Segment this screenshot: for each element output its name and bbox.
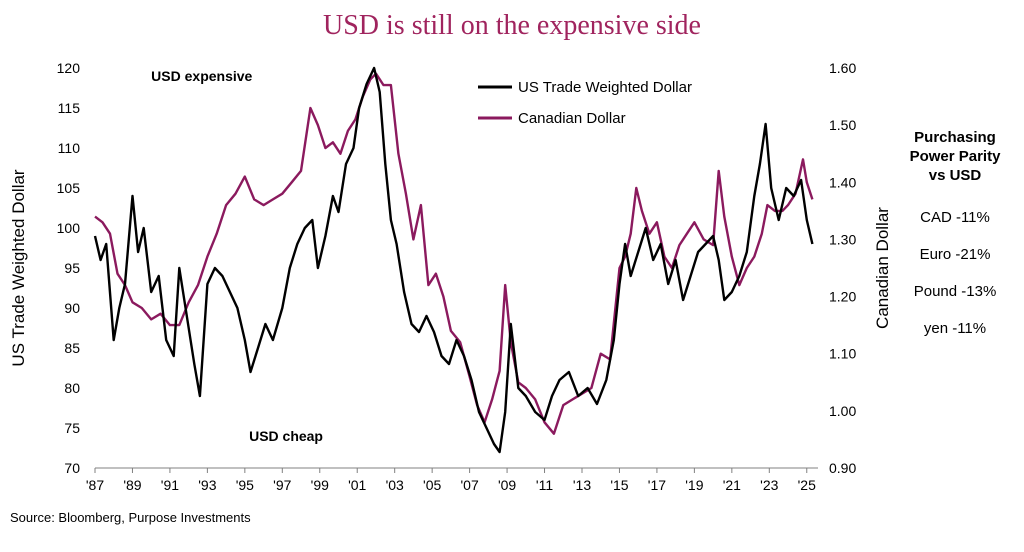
series-line-cad xyxy=(94,72,814,435)
x-tick-label: '87 xyxy=(86,477,104,493)
y2-tick-label: 1.00 xyxy=(829,403,856,419)
y2-tick-label: 1.60 xyxy=(829,60,856,76)
y-tick-label: 115 xyxy=(58,100,81,116)
y2-tick-label: 1.20 xyxy=(829,289,856,305)
x-tick-label: '01 xyxy=(348,477,366,493)
x-tick-label: '07 xyxy=(460,477,478,493)
x-tick-label: '93 xyxy=(198,477,216,493)
y-tick-label: 105 xyxy=(57,180,81,196)
series-line-usd xyxy=(93,66,814,454)
y2-tick-label: 1.40 xyxy=(829,174,856,190)
x-tick-label: '17 xyxy=(648,477,666,493)
y-tick-label: 120 xyxy=(57,60,81,76)
y-axis-title: US Trade Weighted Dollar xyxy=(9,169,28,367)
legend-label-cad: Canadian Dollar xyxy=(518,110,626,127)
x-tick-label: '15 xyxy=(610,477,628,493)
legend-label-usd: US Trade Weighted Dollar xyxy=(518,79,692,96)
y2-tick-label: 1.10 xyxy=(829,346,856,362)
ppp-item-cad: CAD -11% xyxy=(920,209,990,226)
annotation-usd-expensive: USD expensive xyxy=(151,68,252,84)
x-tick-label: '99 xyxy=(311,477,329,493)
x-tick-label: '23 xyxy=(760,477,778,493)
ppp-panel: Purchasing Power Parity vs USD CAD -11% … xyxy=(892,128,1018,347)
x-tick-label: '91 xyxy=(161,477,179,493)
x-tick-label: '89 xyxy=(123,477,141,493)
y2-tick-label: 0.90 xyxy=(829,460,856,476)
x-tick-label: '05 xyxy=(423,477,441,493)
y-tick-label: 80 xyxy=(64,380,80,396)
ppp-panel-title: Purchasing Power Parity vs USD xyxy=(909,129,1001,184)
y-tick-label: 95 xyxy=(64,260,80,276)
y-tick-label: 100 xyxy=(57,220,81,236)
y2-tick-label: 1.50 xyxy=(829,117,856,133)
chart-title: USD is still on the expensive side xyxy=(323,10,701,41)
source-note: Source: Bloomberg, Purpose Investments xyxy=(10,510,251,525)
y-tick-label: 90 xyxy=(64,300,80,316)
x-tick-label: '03 xyxy=(386,477,404,493)
y-tick-label: 75 xyxy=(64,420,80,436)
x-tick-label: '09 xyxy=(498,477,516,493)
y2-axis-title: Canadian Dollar xyxy=(873,207,892,329)
x-tick-label: '13 xyxy=(573,477,591,493)
ppp-item-yen: yen -11% xyxy=(923,320,987,337)
x-tick-label: '97 xyxy=(273,477,291,493)
y-tick-label: 70 xyxy=(64,460,80,476)
annotation-usd-cheap: USD cheap xyxy=(249,428,323,444)
x-tick-label: '11 xyxy=(536,477,553,493)
ppp-item-pound: Pound -13% xyxy=(913,283,997,300)
x-tick-label: '25 xyxy=(798,477,816,493)
y2-tick-label: 1.30 xyxy=(829,231,856,247)
x-tick-label: '21 xyxy=(723,477,741,493)
ppp-item-euro: Euro -21% xyxy=(919,246,991,263)
x-tick-label: '95 xyxy=(236,477,254,493)
x-tick-label: '19 xyxy=(685,477,703,493)
y-tick-label: 85 xyxy=(64,340,80,356)
y-tick-label: 110 xyxy=(58,140,81,156)
